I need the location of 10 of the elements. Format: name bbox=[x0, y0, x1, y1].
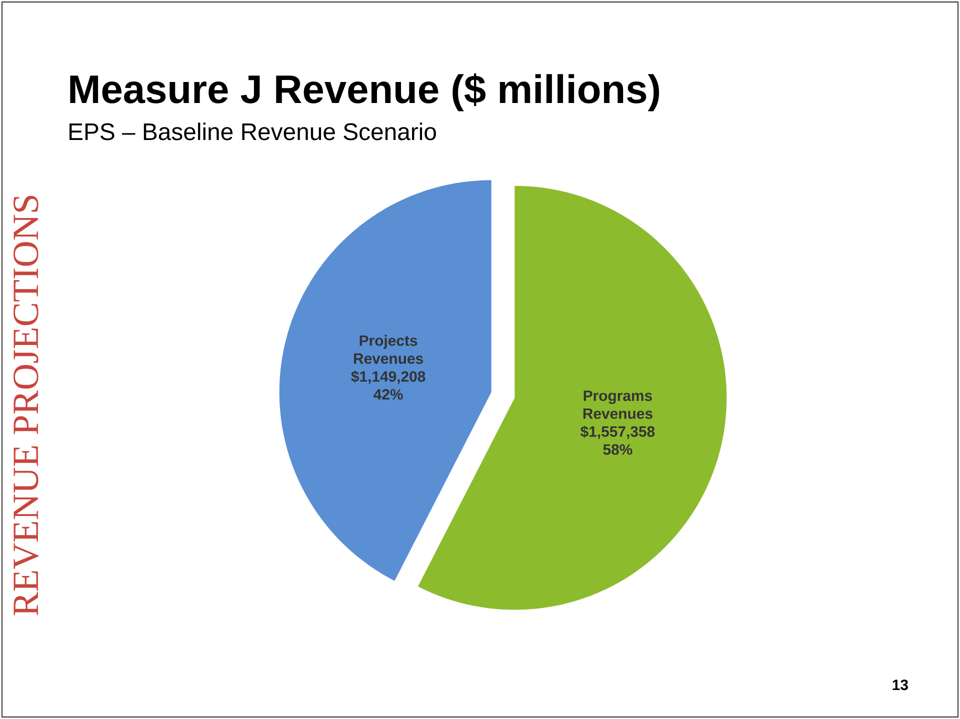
text: REVENUE PROJECTIONS bbox=[14, 196, 38, 616]
slice-label: Programs Revenues bbox=[583, 390, 652, 419]
slice-label: Projects Revenues bbox=[354, 334, 423, 364]
chart-title: Measure J Revenue ($ millions) bbox=[70, 73, 660, 112]
chart-subtitle: EPS – Baseline Revenue Scenario bbox=[69, 122, 436, 140]
text: 13 bbox=[892, 680, 908, 690]
text: 42% bbox=[374, 389, 403, 400]
data-label: $1,149,208 bbox=[351, 370, 426, 384]
text: 58% bbox=[603, 444, 632, 455]
data-label: $1,557,358 bbox=[580, 426, 655, 440]
